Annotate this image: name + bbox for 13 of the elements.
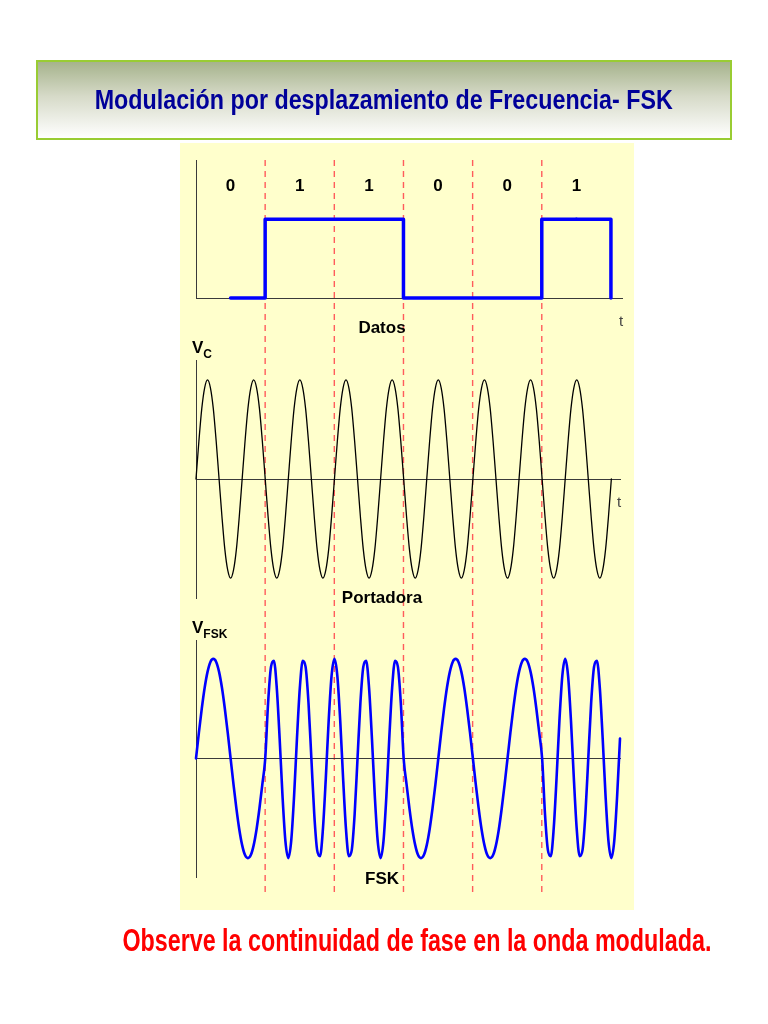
x-tick-label: 1 xyxy=(571,176,582,195)
x-tick-label: 1 xyxy=(364,176,374,195)
x-axis-title: t xyxy=(618,312,624,329)
chart-title: Modulación por desplazamiento de Frecuencia- FSK xyxy=(95,83,674,117)
x-tick-label: 0 xyxy=(502,176,512,195)
x-tick-label: 0 xyxy=(433,176,443,195)
text: Portadora xyxy=(341,588,423,607)
text: Observe la continuidad de fase en la onda modulada. xyxy=(122,922,712,960)
text: Datos xyxy=(358,318,406,337)
text: FSK xyxy=(365,869,400,888)
x-tick-label: 1 xyxy=(295,176,305,195)
x-tick-label: 0 xyxy=(225,176,236,195)
x-axis-title: t xyxy=(616,493,622,510)
